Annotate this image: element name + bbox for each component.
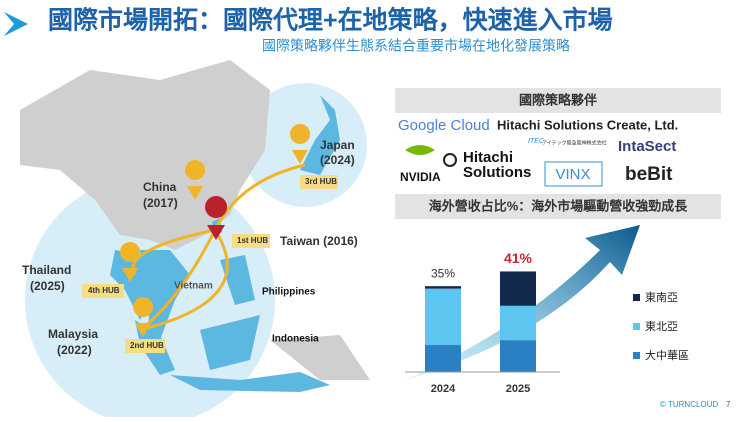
pin xyxy=(290,124,311,164)
partner-logo: Solutions xyxy=(463,164,531,181)
map-label: Vietnam xyxy=(174,281,213,292)
total-label: 41% xyxy=(504,250,533,266)
partner-logo: IntaSect xyxy=(618,138,676,155)
map-label: Philippines xyxy=(262,287,316,298)
footer-brand: © TURNCLOUD xyxy=(660,400,718,409)
partner-logo: Hitachi xyxy=(463,149,513,166)
pin-main xyxy=(205,196,228,240)
land xyxy=(300,95,340,175)
map-label: (2025) xyxy=(30,279,65,293)
hub-tag xyxy=(125,339,165,353)
hub-label: 1st HUB xyxy=(237,236,268,245)
map-label: Indonesia xyxy=(272,334,319,345)
hub-tag xyxy=(82,284,124,298)
bar-segment xyxy=(500,305,536,341)
revenue-header-bg xyxy=(395,194,721,219)
hub-label: 4th HUB xyxy=(88,286,120,295)
partner-logo: beBit xyxy=(625,164,673,185)
bar-segment xyxy=(425,345,461,372)
nvidia-mark xyxy=(405,145,435,155)
legend-swatch xyxy=(633,323,640,330)
subtitle: 國際策略夥伴生態系結合重要市場在地化發展策略 xyxy=(262,38,570,54)
bar-segment xyxy=(425,286,461,289)
bar-segment xyxy=(500,340,536,372)
x-tick-label: 2025 xyxy=(506,383,530,395)
land xyxy=(270,335,370,380)
x-tick-label: 2024 xyxy=(431,383,456,395)
hub-tag xyxy=(232,234,270,248)
land xyxy=(200,315,260,370)
page-number: 7 xyxy=(726,400,731,409)
bar-segment xyxy=(500,271,536,306)
hub-tag xyxy=(300,175,338,189)
map-label: Japan xyxy=(320,138,355,152)
title: 國際市場開拓：國際代理+在地策略，快速進入市場 xyxy=(48,6,613,35)
revenue-heading: 海外營收占比%：海外市場驅動營收強勁成長 xyxy=(429,198,689,213)
hitachi-mark xyxy=(443,153,457,167)
logo-mark xyxy=(4,12,28,36)
map: 1st HUB 2nd HUB 3rd HUB 4th HUB Japan (2… xyxy=(20,60,370,422)
land xyxy=(220,255,255,305)
pin xyxy=(120,242,141,282)
map-label: (2022) xyxy=(57,343,92,357)
growth-arrow xyxy=(405,225,640,380)
partner-logo: Google Cloud xyxy=(398,117,490,134)
partner-logo: ITEC xyxy=(528,138,545,145)
bar-segment xyxy=(425,288,461,346)
partner-logo: VINX xyxy=(555,166,590,183)
pins xyxy=(120,124,311,337)
legend-swatch xyxy=(633,294,640,301)
legend-label: 大中華區 xyxy=(645,348,689,362)
partners-header-bg xyxy=(395,88,721,113)
legend-label: 東南亞 xyxy=(645,291,678,304)
hub-label: 3rd HUB xyxy=(305,177,337,186)
partner-logo: NVIDIA xyxy=(400,170,441,184)
map-label: Taiwan (2016) xyxy=(280,234,358,248)
hub-label: 2nd HUB xyxy=(130,341,164,350)
partner-logo: アイテック阪急阪神株式会社 xyxy=(542,139,607,146)
map-label: (2024) xyxy=(320,153,355,167)
legend-label: 東北亞 xyxy=(645,320,678,333)
map-label: (2017) xyxy=(143,196,178,210)
pin xyxy=(185,160,206,200)
land xyxy=(170,372,330,392)
map-label: Malaysia xyxy=(48,327,98,341)
legend-swatch xyxy=(633,352,640,359)
partners-heading: 國際策略夥伴 xyxy=(519,92,597,107)
map-label: Thailand xyxy=(22,263,71,277)
vinx-box xyxy=(544,161,603,187)
hub-tags xyxy=(82,175,338,353)
pin xyxy=(133,297,154,337)
map-label: China xyxy=(143,180,177,194)
partner-logo: Hitachi Solutions Create, Ltd. xyxy=(497,117,678,132)
total-label: 35% xyxy=(431,266,455,280)
